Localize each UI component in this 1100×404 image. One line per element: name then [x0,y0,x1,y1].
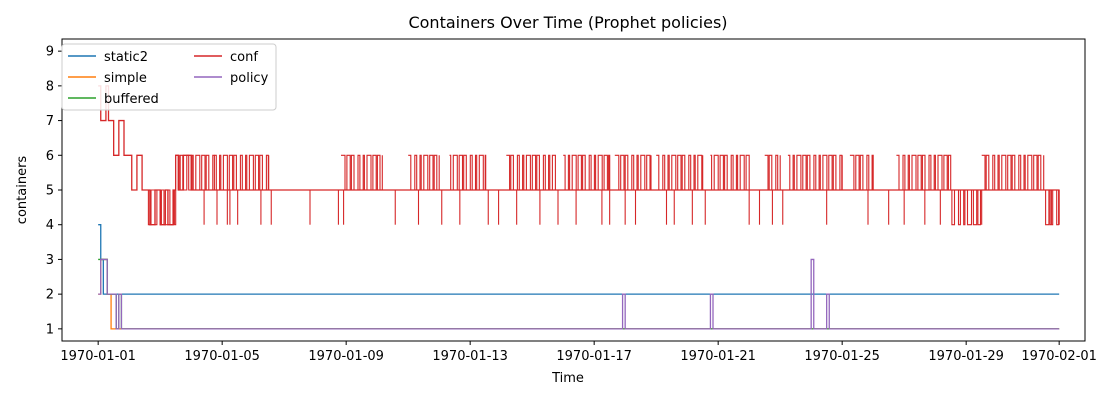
conf-oscillation-1 [175,154,215,191]
conf-oscillation-4 [408,154,440,191]
series-line-conf [98,85,1060,226]
legend-label: simple [104,71,147,86]
legend-label: conf [230,50,258,65]
legend-item-conf: conf [194,50,258,65]
conf-oscillation-0 [147,189,177,226]
y-tick-label: 3 [46,253,54,268]
conf-oscillation-11 [764,154,781,191]
conf-oscillation-9 [656,154,704,191]
series-static2 [98,224,1060,295]
conf-oscillation-16 [981,154,1045,191]
x-tick-label: 1970-01-29 [928,349,1004,364]
conf-oscillation-7 [563,154,611,191]
conf-oscillation-15 [950,189,983,226]
y-tick-label: 2 [46,288,54,303]
y-tick-label: 8 [46,79,54,94]
x-axis: 1970-01-01 1970-01-05 1970-01-09 1970-01-13… [60,341,1097,364]
legend: static2 simple buffered conf policy [61,43,277,111]
series-line-policy [98,258,1060,330]
series-line-static2 [98,224,1060,295]
y-tick-label: 5 [46,184,54,199]
x-tick-label: 1970-01-01 [60,349,136,364]
legend-item-static2: static2 [68,50,148,65]
y-axis: 1 2 3 4 5 6 7 8 9 [46,45,62,337]
legend-item-simple: simple [68,71,147,86]
x-tick-label: 1970-02-01 [1021,349,1097,364]
legend-box [61,43,277,111]
x-tick-label: 1970-01-13 [432,349,508,364]
y-tick-label: 9 [46,45,54,60]
legend-label: buffered [104,92,159,107]
series-layer [98,85,1060,330]
conf-oscillation-17 [1043,189,1060,226]
y-tick-label: 1 [46,322,54,337]
y-axis-title: containers [15,156,30,225]
legend-label: policy [230,71,269,86]
conf-oscillation-13 [849,154,874,191]
conf-oscillation-10 [710,154,750,191]
conf-oscillation-14 [896,154,952,191]
x-axis-title: Time [551,371,584,386]
conf-oscillation-3 [341,154,383,191]
x-tick-label: 1970-01-05 [184,349,260,364]
conf-oscillation-6 [506,154,556,191]
legend-item-buffered: buffered [68,92,159,107]
y-tick-label: 6 [46,149,54,164]
legend-item-policy: policy [194,71,269,86]
conf-oscillation-5 [449,154,487,191]
x-tick-label: 1970-01-17 [556,349,632,364]
y-tick-label: 4 [46,218,54,233]
x-tick-label: 1970-01-25 [804,349,880,364]
y-tick-label: 7 [46,114,54,129]
series-conf [98,85,1060,226]
chart-title: Containers Over Time (Prophet policies) [408,13,727,32]
conf-oscillation-2 [214,154,270,191]
x-tick-label: 1970-01-21 [680,349,756,364]
legend-label: static2 [104,50,148,65]
x-tick-label: 1970-01-09 [308,349,384,364]
series-policy [98,258,1060,330]
conf-oscillation-12 [787,154,843,191]
conf-oscillation-8 [614,154,652,191]
